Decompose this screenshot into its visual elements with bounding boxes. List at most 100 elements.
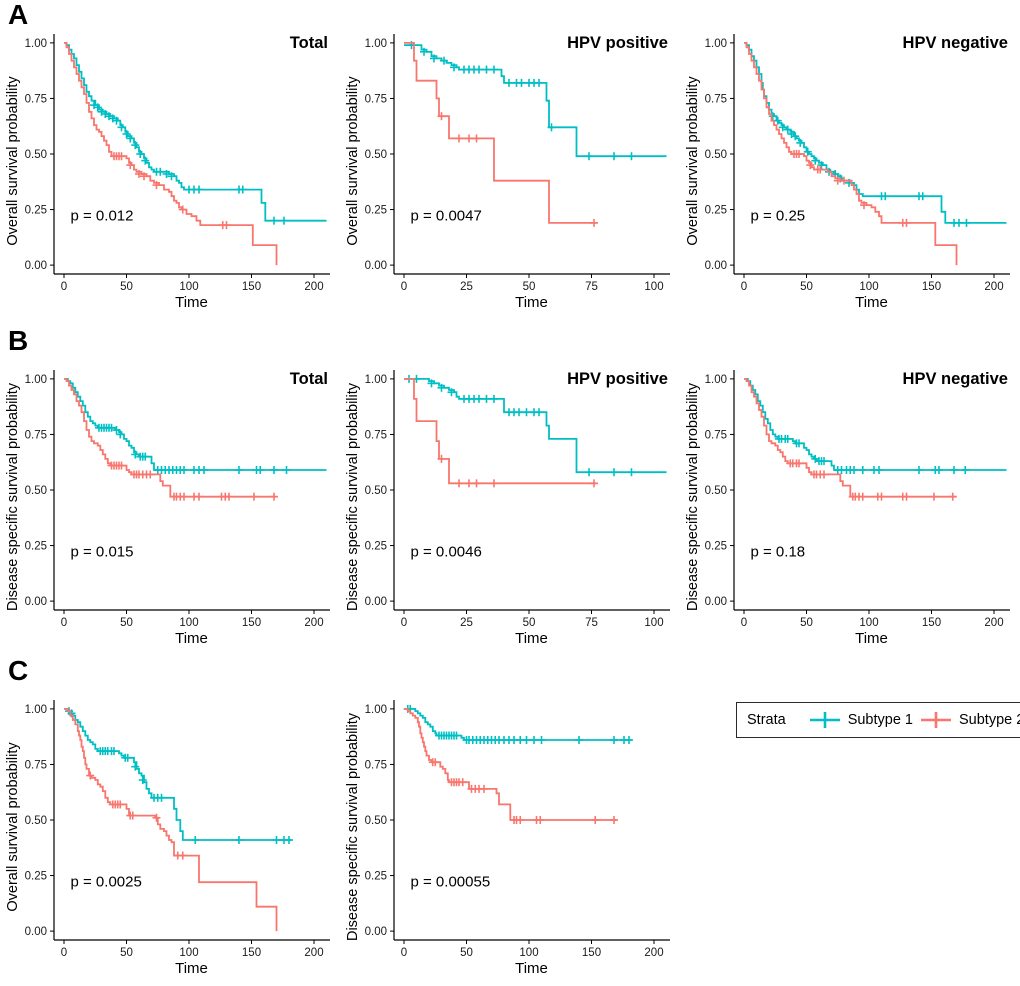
y-tick-label: 0.75 [365, 93, 387, 105]
cell-a-hpv-negative: 0.00 0.25 0.50 0.75 1.00 0 50 100 150 200 Time Over… [680, 0, 1020, 326]
x-tick-label: 100 [179, 617, 198, 629]
p-value-label: p = 0.0047 [411, 208, 482, 225]
y-tick-label: 0.25 [25, 871, 47, 883]
y-tick-label: 0.00 [365, 926, 387, 938]
survival-curve-subtype2 [404, 378, 597, 485]
x-tick-label: 200 [304, 281, 323, 293]
subtype-2-line-marker-icon [921, 712, 951, 728]
km-plot-a-hpv-positive: 0.00 0.25 0.50 0.75 1.00 0 25 50 75 100 Time Overal… [345, 34, 670, 311]
x-axis-title: Time [175, 960, 208, 977]
x-tick-label: 150 [242, 281, 261, 293]
legend-entry-subtype-2: Subtype 2 [919, 710, 1020, 730]
panel-c-overall-survival: 0.00 0.25 0.50 0.75 1.00 0 50 100 150 200 Time Over… [2, 684, 340, 986]
section-b-row: B 0.00 0.25 0.50 0.75 1.00 0 50 100 150 200 Time Di… [0, 326, 1020, 656]
survival-curve-subtype1 [64, 42, 327, 222]
y-axis-title: Overall survival probability [5, 742, 21, 912]
y-tick-label: 0.25 [705, 205, 727, 217]
x-tick-label: 50 [800, 617, 813, 629]
y-tick-label: 1.00 [365, 374, 387, 386]
panel-a-total: 0.00 0.25 0.50 0.75 1.00 0 50 100 150 200 Time Over… [2, 18, 340, 320]
y-tick-label: 0.75 [705, 93, 727, 105]
y-tick-label: 0.00 [365, 260, 387, 272]
y-tick-label: 0.75 [25, 429, 47, 441]
y-axis-title: Overall survival probability [685, 76, 701, 246]
y-tick-label: 0.25 [365, 871, 387, 883]
x-tick-label: 100 [179, 281, 198, 293]
x-tick-label: 200 [984, 281, 1003, 293]
survival-curve-subtype2 [64, 708, 278, 932]
y-tick-label: 0.25 [25, 541, 47, 553]
panel-b-hpv-positive: 0.00 0.25 0.50 0.75 1.00 0 25 50 75 100 Time Diseas… [342, 354, 680, 656]
panel-title: HPV positive [567, 34, 668, 52]
section-label-c: C [8, 655, 29, 686]
x-tick-label: 50 [120, 947, 133, 959]
x-tick-label: 50 [800, 281, 813, 293]
y-tick-label: 0.00 [705, 596, 727, 608]
survival-curve-subtype2 [64, 378, 277, 498]
x-tick-label: 25 [460, 617, 473, 629]
cell-a-total: 0.00 0.25 0.50 0.75 1.00 0 50 100 150 200 Time Over… [0, 0, 340, 326]
y-tick-label: 1.00 [705, 38, 727, 50]
y-tick-label: 0.75 [25, 93, 47, 105]
x-tick-label: 0 [401, 281, 407, 293]
x-tick-label: 100 [644, 281, 663, 293]
x-tick-label: 150 [242, 617, 261, 629]
x-tick-label: 50 [460, 947, 473, 959]
y-tick-label: 0.75 [25, 759, 47, 771]
legend-entry-label: Subtype 2 [959, 712, 1020, 728]
x-tick-label: 0 [401, 617, 407, 629]
x-tick-label: 75 [585, 281, 598, 293]
y-tick-label: 1.00 [365, 704, 387, 716]
km-plot-b-hpv-negative: 0.00 0.25 0.50 0.75 1.00 0 50 100 150 200 Time Dise… [685, 370, 1010, 647]
y-tick-label: 0.25 [365, 205, 387, 217]
panel-b-hpv-negative: 0.00 0.25 0.50 0.75 1.00 0 50 100 150 200 Time Dise… [682, 354, 1020, 656]
cell-b-hpv-negative: 0.00 0.25 0.50 0.75 1.00 0 50 100 150 200 Time Dise… [680, 326, 1020, 656]
panel-title: HPV positive [567, 370, 668, 388]
y-tick-label: 1.00 [705, 374, 727, 386]
p-value-label: p = 0.25 [751, 208, 806, 225]
y-tick-label: 0.00 [25, 926, 47, 938]
x-tick-label: 100 [644, 617, 663, 629]
y-tick-label: 0.50 [705, 149, 727, 161]
cell-legend: Strata Subtype 1 Subtype 2 [680, 656, 1020, 981]
section-label-a: A [8, 0, 29, 30]
p-value-label: p = 0.00055 [411, 874, 491, 891]
legend-box: Strata Subtype 1 Subtype 2 [736, 702, 1020, 738]
x-tick-label: 50 [523, 281, 536, 293]
x-tick-label: 50 [120, 617, 133, 629]
x-tick-label: 0 [61, 947, 67, 959]
y-tick-label: 0.50 [365, 485, 387, 497]
x-tick-label: 150 [922, 281, 941, 293]
survival-curve-subtype1 [64, 708, 292, 841]
y-tick-label: 1.00 [25, 704, 47, 716]
y-tick-label: 0.25 [25, 205, 47, 217]
subtype-1-line-marker-icon [809, 712, 840, 728]
km-plot-a-hpv-negative: 0.00 0.25 0.50 0.75 1.00 0 50 100 150 200 Time Over… [685, 34, 1010, 311]
y-axis-title: Overall survival probability [345, 76, 361, 246]
y-axis-title: Disease specific survival probability [685, 382, 701, 611]
p-value-label: p = 0.015 [71, 544, 134, 561]
x-tick-label: 200 [304, 947, 323, 959]
km-plot-a-total: 0.00 0.25 0.50 0.75 1.00 0 50 100 150 200 Time Over… [5, 34, 330, 311]
p-value-label: p = 0.0025 [71, 874, 142, 891]
x-axis-title: Time [175, 294, 208, 311]
x-tick-label: 100 [519, 947, 538, 959]
x-axis-title: Time [515, 960, 548, 977]
section-a-row: A 0.00 0.25 0.50 0.75 1.00 0 50 100 150 200 Time Ov… [0, 0, 1020, 326]
y-axis-title: Disease specific survival probability [5, 382, 21, 611]
y-tick-label: 0.00 [705, 260, 727, 272]
y-axis-title: Overall survival probability [5, 76, 21, 246]
p-value-label: p = 0.18 [751, 544, 806, 561]
x-tick-label: 0 [401, 947, 407, 959]
survival-curve-subtype1 [744, 42, 1007, 224]
panel-title: HPV negative [903, 370, 1008, 388]
y-tick-label: 0.00 [25, 260, 47, 272]
y-tick-label: 0.25 [365, 541, 387, 553]
cell-b-hpv-positive: 0.00 0.25 0.50 0.75 1.00 0 25 50 75 100 Time Diseas… [340, 326, 680, 656]
y-tick-label: 0.75 [365, 759, 387, 771]
x-tick-label: 0 [61, 617, 67, 629]
survival-curve-subtype2 [64, 42, 278, 266]
x-axis-title: Time [175, 630, 208, 647]
y-tick-label: 0.50 [365, 815, 387, 827]
